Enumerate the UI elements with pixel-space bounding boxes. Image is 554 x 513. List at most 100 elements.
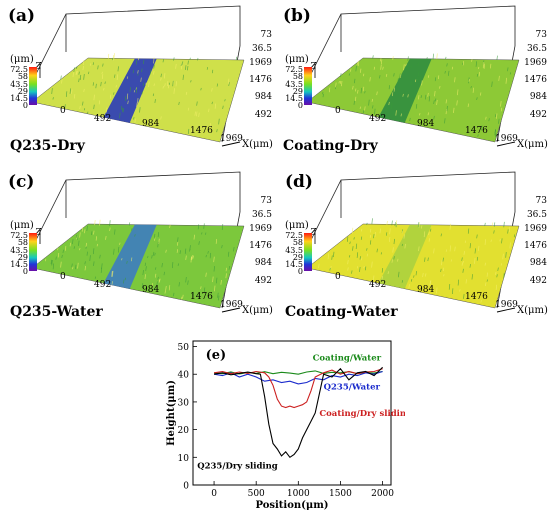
- texture-spike: [361, 257, 363, 261]
- texture-spike: [436, 287, 438, 294]
- texture-spike: [141, 283, 144, 288]
- colorbar-tick: 72.5: [10, 65, 28, 74]
- texture-spike: [462, 268, 464, 273]
- texture-spike: [373, 234, 375, 239]
- texture-spike: [457, 279, 460, 286]
- texture-spike: [131, 228, 133, 231]
- z-axis-label: Z: [35, 228, 42, 238]
- panel-caption: Coating-Dry: [283, 138, 378, 154]
- texture-spike: [175, 81, 177, 87]
- right-tick: 984: [254, 258, 272, 268]
- texture-spike: [228, 266, 230, 270]
- x-axis-label: X(μm): [517, 139, 548, 150]
- texture-spike: [392, 247, 394, 253]
- texture-spike: [446, 63, 448, 67]
- texture-spike: [448, 283, 451, 290]
- texture-spike: [420, 95, 422, 99]
- bottom-tick: 1476: [465, 126, 488, 136]
- right-tick: 1476: [249, 75, 272, 85]
- texture-spike: [399, 74, 402, 78]
- texture-spike: [387, 271, 389, 275]
- texture-spike: [409, 117, 411, 122]
- texture-spike: [99, 219, 101, 226]
- texture-spike: [330, 266, 332, 270]
- texture-spike: [434, 98, 437, 102]
- texture-spike: [459, 289, 461, 292]
- texture-spike: [495, 271, 497, 276]
- texture-spike: [216, 129, 218, 133]
- bottom-tick: 492: [94, 280, 112, 290]
- texture-spike: [79, 247, 81, 251]
- texture-spike: [490, 239, 492, 242]
- texture-spike: [113, 53, 115, 59]
- texture-spike: [397, 258, 399, 262]
- texture-spike: [78, 78, 80, 83]
- texture-spike: [160, 116, 162, 120]
- texture-spike: [381, 267, 384, 273]
- texture-spike: [145, 266, 147, 271]
- texture-spike: [51, 88, 53, 95]
- texture-spike: [488, 118, 490, 122]
- texture-spike: [126, 93, 129, 100]
- texture-spike: [93, 261, 95, 267]
- texture-spike: [220, 279, 222, 285]
- unit-label: (μm): [285, 220, 309, 231]
- texture-spike: [215, 238, 218, 244]
- texture-spike: [496, 113, 498, 119]
- texture-spike: [347, 267, 349, 271]
- x-tick-label: 1000: [287, 489, 310, 499]
- right-tick: 1476: [524, 75, 547, 85]
- texture-spike: [217, 292, 219, 298]
- y-tick-label: 0: [183, 482, 189, 492]
- texture-spike: [388, 85, 391, 90]
- texture-spike: [414, 79, 417, 83]
- texture-spike: [444, 70, 446, 74]
- texture-spike: [381, 275, 383, 280]
- texture-spike: [182, 74, 184, 80]
- texture-spike: [205, 254, 207, 258]
- texture-spike: [76, 236, 78, 240]
- texture-spike: [121, 107, 124, 112]
- texture-spike: [339, 80, 342, 84]
- texture-spike: [484, 262, 486, 266]
- plot-frame: [192, 340, 392, 486]
- texture-spike: [322, 91, 324, 95]
- texture-spike: [113, 92, 115, 95]
- colorbar: [29, 67, 37, 105]
- unit-label: (μm): [285, 54, 309, 65]
- texture-spike: [500, 107, 503, 112]
- texture-spike: [173, 292, 175, 297]
- texture-spike: [92, 62, 95, 66]
- texture-spike: [495, 284, 498, 291]
- texture-spike: [417, 71, 420, 77]
- texture-spike: [137, 98, 139, 104]
- texture-spike: [72, 239, 74, 245]
- texture-spike: [72, 266, 74, 270]
- right-tick: 73: [535, 30, 547, 40]
- surface-plot: [31, 171, 245, 313]
- texture-spike: [235, 56, 238, 61]
- texture-spike: [76, 70, 78, 75]
- texture-spike: [391, 92, 394, 97]
- y-tick-label: 50: [178, 343, 190, 353]
- texture-spike: [362, 110, 365, 114]
- surface-panel-a: (a) Q235-Dry (μm) Z 72.5 58 43.5 29 14.5 0 73 36.5 1…: [4, 2, 276, 165]
- texture-spike: [421, 225, 423, 229]
- texture-spike: [351, 270, 353, 274]
- texture-spike: [385, 232, 388, 236]
- texture-spike: [357, 60, 360, 67]
- texture-spike: [161, 263, 163, 268]
- colorbar-tick: 58: [17, 72, 28, 82]
- texture-spike: [426, 57, 428, 60]
- texture-spike: [356, 62, 358, 66]
- texture-spike: [97, 65, 99, 70]
- texture-spike: [423, 231, 426, 238]
- texture-spike: [193, 234, 195, 240]
- texture-spike: [382, 66, 384, 70]
- texture-spike: [57, 247, 59, 251]
- right-tick: 984: [254, 92, 272, 102]
- texture-spike: [439, 85, 441, 89]
- texture-spike: [153, 64, 155, 69]
- texture-spike: [228, 82, 230, 87]
